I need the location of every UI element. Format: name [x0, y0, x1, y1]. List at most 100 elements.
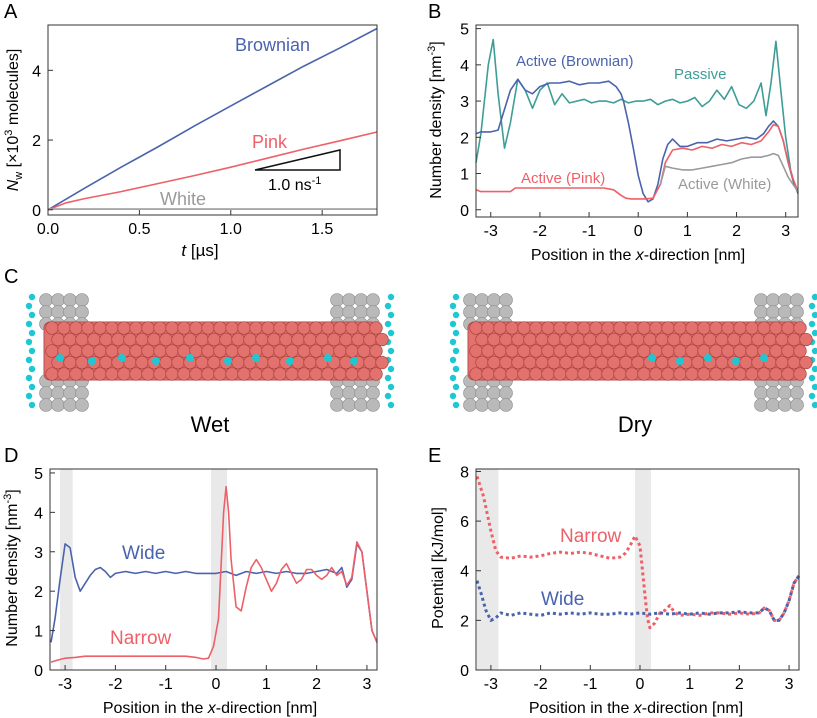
membrane-atom	[231, 355, 245, 370]
water-molecule	[384, 302, 392, 310]
wall-atom	[790, 386, 804, 400]
membrane-atom	[481, 367, 495, 381]
membrane-atom	[715, 355, 729, 370]
membrane-atom	[631, 332, 645, 347]
membrane-atom	[589, 367, 603, 381]
membrane-atom	[267, 332, 281, 347]
membrane-atom	[57, 367, 71, 381]
membrane-atom	[667, 332, 681, 347]
membrane-atom	[249, 367, 263, 381]
panel-e-xtick-label: 2	[735, 676, 744, 693]
membrane-atom	[745, 321, 759, 335]
membrane-atom	[225, 344, 239, 358]
membrane-atom	[697, 367, 711, 381]
panel-d-ytick-label: 5	[34, 466, 43, 483]
wall-atom	[475, 293, 489, 307]
membrane-atom	[505, 321, 519, 335]
membrane-atom	[195, 332, 209, 347]
membrane-atom	[303, 332, 317, 347]
membrane-atom	[291, 332, 305, 347]
membrane-atom	[357, 344, 371, 358]
wall-atom	[63, 386, 77, 400]
panel-d-xtick-label: 1	[262, 676, 271, 693]
membrane-atom	[553, 367, 567, 381]
panel-e-ylabel: Potential [kJ/mol]	[430, 507, 447, 629]
membrane-atom	[511, 332, 525, 347]
membrane-atom	[81, 344, 95, 358]
membrane-atom	[583, 332, 597, 347]
channel-water-molecule	[252, 354, 260, 362]
membrane-atom	[231, 332, 245, 347]
membrane-atom	[619, 355, 633, 370]
membrane-atom	[775, 332, 789, 347]
membrane-atom	[177, 367, 191, 381]
panel-b-series-active-white	[659, 152, 799, 193]
wall-atom	[499, 398, 513, 412]
panel-d-xtick-label: 3	[362, 676, 371, 693]
wall-atom	[39, 386, 53, 400]
panel-a-ytick-label: 0	[32, 203, 41, 220]
membrane-atom	[499, 355, 513, 370]
membrane-atom	[309, 321, 323, 335]
membrane-atom	[147, 332, 161, 347]
membrane-atom	[165, 344, 179, 358]
membrane-atom	[799, 332, 813, 347]
membrane-atom	[93, 344, 107, 358]
panel-b-series-active-pink	[475, 123, 799, 200]
membrane-atom	[213, 344, 227, 358]
slope-label: 1.0 ns-1	[268, 175, 321, 194]
series-label-narrow-d: Narrow	[110, 628, 172, 649]
panel-e-series-wide	[475, 574, 801, 622]
membrane-atom	[541, 344, 555, 358]
membrane-atom	[649, 321, 663, 335]
panel-e-ytick-label: 8	[460, 464, 469, 481]
membrane-atom	[141, 321, 155, 335]
wall-atom	[778, 293, 792, 307]
wall-atom	[790, 305, 804, 319]
membrane-atom	[517, 344, 531, 358]
membrane-atom	[661, 367, 675, 381]
panel-d-xlabel: Position in the x-direction [nm]	[103, 700, 317, 717]
membrane-atom	[339, 332, 353, 347]
membrane-atom	[799, 355, 813, 370]
membrane-atom	[333, 344, 347, 358]
membrane-atom	[135, 355, 149, 370]
panel-d-ytick-label: 1	[34, 624, 43, 641]
panel-a-chart: 0.0 0.5 1.0 1.5 0 2 4 t [µs] Nw [×103 molecule…	[3, 24, 378, 260]
membrane-atom	[769, 321, 783, 335]
membrane-atom	[261, 344, 275, 358]
snapshot-wet	[25, 293, 395, 412]
membrane-atom	[709, 321, 723, 335]
wall-atom	[51, 398, 65, 412]
water-molecule	[808, 374, 816, 382]
panel-a-series-brownian	[47, 27, 378, 211]
water-molecule	[25, 356, 33, 364]
water-molecule	[28, 311, 36, 319]
channel-water-molecule	[324, 354, 332, 362]
membrane-atom	[469, 344, 483, 358]
membrane-atom	[655, 355, 669, 370]
membrane-atom	[769, 367, 783, 381]
membrane-atom	[279, 332, 293, 347]
membrane-atom	[273, 321, 287, 335]
membrane-atom	[63, 355, 77, 370]
membrane-atom	[757, 367, 771, 381]
membrane-atom	[787, 332, 801, 347]
membrane-atom	[547, 332, 561, 347]
membrane-atom	[511, 355, 525, 370]
wall-atom	[754, 398, 768, 412]
panel-b-ytick-label: 5	[460, 22, 469, 39]
water-molecule	[808, 392, 816, 400]
membrane-atom	[345, 321, 359, 335]
panel-e-xtick-label: 1	[685, 676, 694, 693]
water-molecule	[808, 302, 816, 310]
panel-e-chart: -3 -2 -1 0 1 2 3 0 2 4 6 8 Position in the x-direct…	[430, 464, 801, 717]
wall-atom	[354, 293, 368, 307]
panel-d-ytick-label: 0	[34, 663, 43, 680]
membrane-atom	[529, 344, 543, 358]
membrane-atom	[57, 321, 71, 335]
water-molecule	[811, 329, 817, 337]
channel-water-molecule	[286, 357, 294, 365]
wall-atom	[63, 293, 77, 307]
panel-e-ytick-label: 4	[460, 564, 469, 581]
